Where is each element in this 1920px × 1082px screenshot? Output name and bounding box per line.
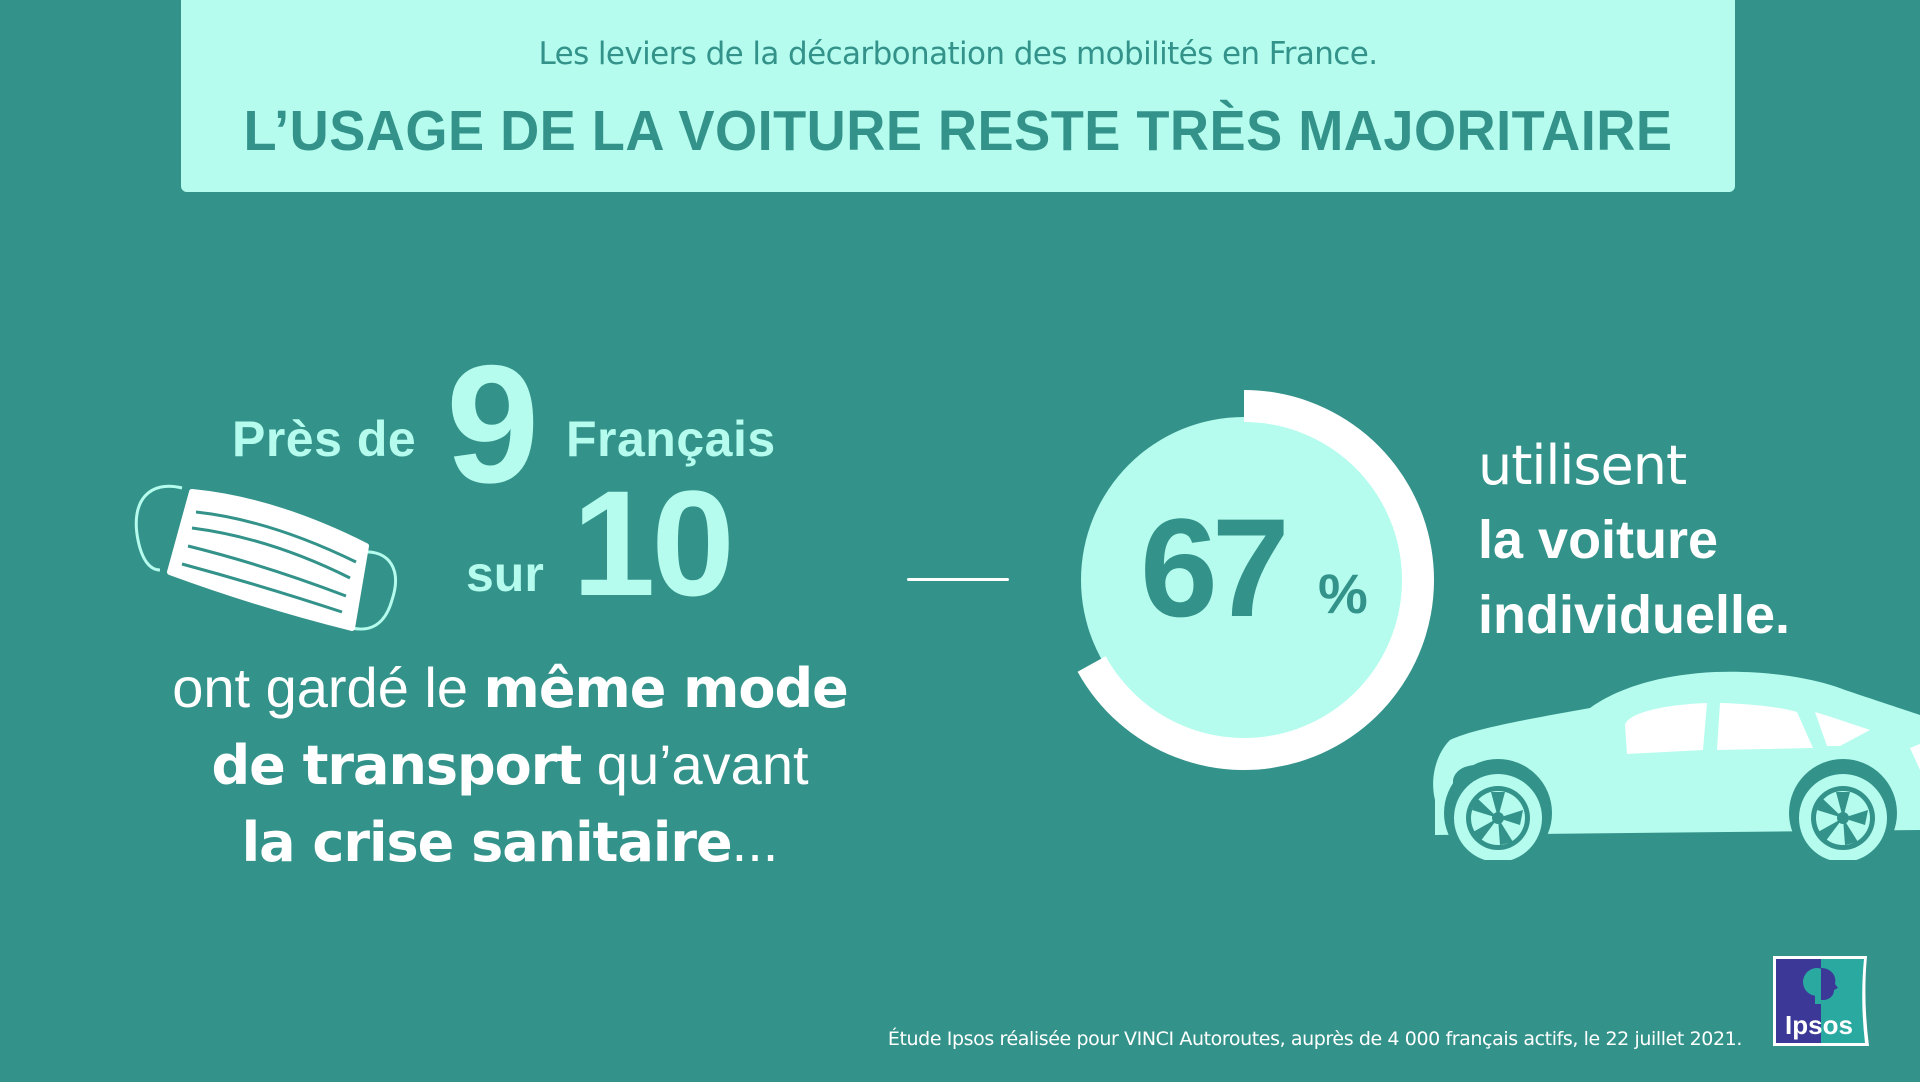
percentage-unit: % <box>1318 562 1368 625</box>
desc-line-3: la crise sanitaire... <box>150 804 870 881</box>
stat-connector: sur <box>466 546 544 602</box>
ipsos-logo: Ipsos <box>1773 956 1869 1046</box>
desc-regular: qu’avant <box>581 733 809 796</box>
separator-line <box>907 578 1009 581</box>
stat-subject: Français <box>566 411 776 467</box>
car-icon <box>1433 671 1920 860</box>
stat-prefix: Près de <box>232 411 417 467</box>
percentage-value: 67 <box>1140 489 1290 646</box>
desc-line-1: ont gardé le même mode <box>150 650 870 727</box>
right-text-line-3: individuelle. <box>1478 585 1791 645</box>
desc-line-2: de transport qu’avant <box>150 727 870 804</box>
right-text-line-1: utilisent <box>1478 434 1687 497</box>
header-banner: Les leviers de la décarbonation des mobi… <box>181 0 1735 192</box>
face-mask-icon <box>134 484 397 631</box>
desc-regular: ... <box>731 810 779 873</box>
right-text-line-2: la voiture <box>1478 510 1719 570</box>
right-stat-text: utilisent la voiture individuelle. <box>1478 428 1790 653</box>
stat-numerator: 9 <box>446 330 540 518</box>
stat-description: ont gardé le même mode de transport qu’a… <box>150 650 870 881</box>
desc-bold: de transport <box>211 734 582 797</box>
desc-bold: la crise sanitaire <box>241 811 733 874</box>
source-footnote: Étude Ipsos réalisée pour VINCI Autorout… <box>887 1028 1743 1050</box>
stat-denominator: 10 <box>572 459 735 627</box>
header-title: L’USAGE DE LA VOITURE RESTE TRÈS MAJORIT… <box>243 99 1673 163</box>
donut-chart <box>1077 390 1435 770</box>
ipsos-logo-text: Ipsos <box>1785 1010 1853 1040</box>
header-subtitle: Les leviers de la décarbonation des mobi… <box>538 36 1379 72</box>
desc-regular: ont gardé le <box>172 656 484 719</box>
donut-inner-circle <box>1081 417 1407 743</box>
desc-bold: même mode <box>483 657 849 720</box>
